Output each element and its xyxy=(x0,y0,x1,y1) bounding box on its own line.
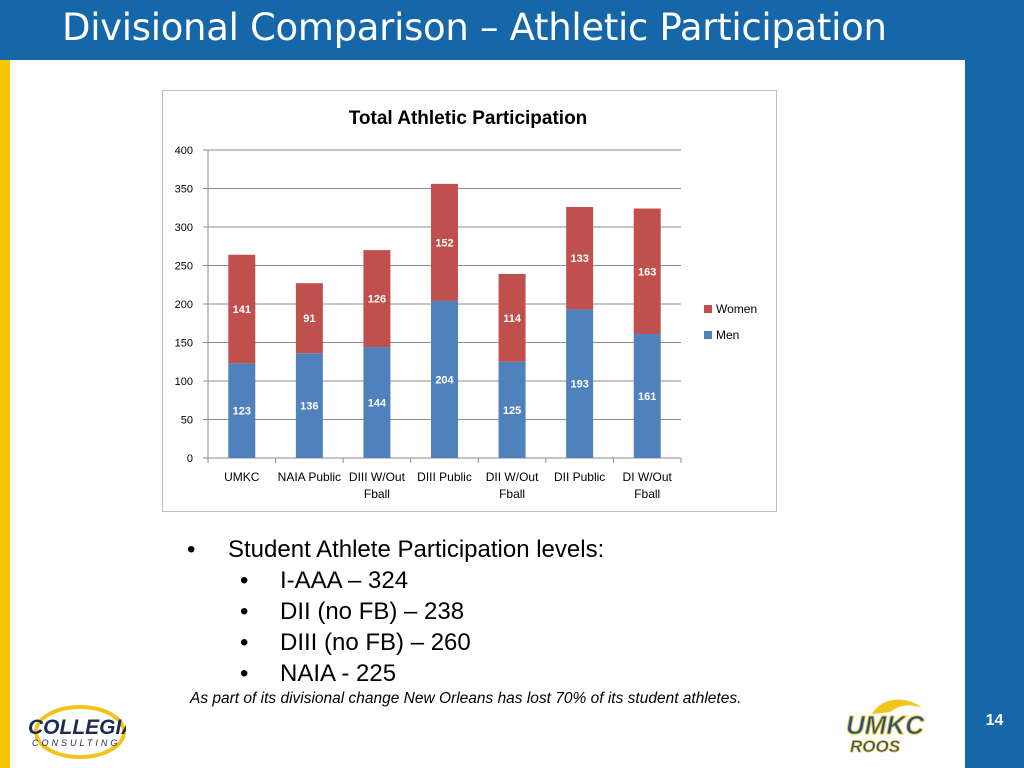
x-tick-label: DIII W/Out xyxy=(349,470,406,484)
data-label-men: 204 xyxy=(435,374,454,386)
x-tick-label: Fball xyxy=(499,487,525,501)
x-tick-label: Fball xyxy=(364,487,390,501)
bullet-item: DIII (no FB) – 260 xyxy=(280,629,471,656)
page-number: 14 xyxy=(985,712,1004,729)
accent-stripe xyxy=(0,0,10,768)
x-tick-label: Fball xyxy=(634,487,660,501)
data-label-women: 141 xyxy=(233,304,251,316)
x-tick-label: DIII Public xyxy=(417,470,472,484)
bullet-dot: • xyxy=(240,567,249,594)
legend-label: Women xyxy=(716,302,757,316)
bullet-dot: • xyxy=(240,598,249,625)
x-tick-label: NAIA Public xyxy=(278,470,341,484)
logo-text-umkc: UMKC xyxy=(846,710,925,740)
data-label-men: 125 xyxy=(503,405,521,417)
logo-text-collegiate: COLLEGIATE xyxy=(28,716,126,739)
kangaroo-icon xyxy=(872,699,922,714)
bullet-item: I-AAA – 324 xyxy=(280,567,409,594)
y-tick-label: 400 xyxy=(175,145,193,157)
bullet-dot: • xyxy=(187,536,196,563)
bar-women xyxy=(498,273,526,362)
bullet-dot: • xyxy=(240,629,249,656)
bar-women xyxy=(431,183,458,301)
chart-title: Total Athletic Participation xyxy=(349,108,588,129)
y-tick-label: 50 xyxy=(181,415,193,427)
bar-women xyxy=(228,254,256,364)
data-label-men: 136 xyxy=(300,401,318,413)
bar-women xyxy=(295,283,323,354)
y-tick-label: 300 xyxy=(175,222,193,234)
y-tick-label: 0 xyxy=(187,453,193,465)
chart-frame xyxy=(162,90,777,512)
data-label-women: 152 xyxy=(435,237,453,249)
bar-women xyxy=(633,208,661,335)
x-tick-label: DII Public xyxy=(554,470,605,484)
x-tick-label: UMKC xyxy=(224,470,260,484)
data-label-women: 133 xyxy=(570,253,588,265)
data-label-women: 126 xyxy=(368,294,386,306)
bar-women xyxy=(363,250,391,348)
y-tick-label: 250 xyxy=(175,261,193,273)
bullet-heading: Student Athlete Participation levels: xyxy=(228,536,605,563)
legend-label: Men xyxy=(716,328,739,342)
data-label-women: 114 xyxy=(503,313,522,325)
y-tick-label: 350 xyxy=(175,184,193,196)
data-label-women: 91 xyxy=(303,313,315,325)
data-label-men: 193 xyxy=(570,379,588,391)
side-bar xyxy=(965,0,1024,768)
x-tick-label: DI W/Out xyxy=(623,470,673,484)
slide-title: Divisional Comparison – Athletic Partici… xyxy=(62,6,887,49)
bullet-item: DII (no FB) – 238 xyxy=(280,598,465,625)
bar-men xyxy=(295,353,323,458)
bar-men xyxy=(228,363,256,458)
bar-men xyxy=(431,300,458,458)
legend-swatch xyxy=(704,331,712,339)
data-label-women: 163 xyxy=(638,266,656,278)
umkc-roos-logo: UMKC ROOS xyxy=(846,699,926,756)
bullet-item: NAIA - 225 xyxy=(280,660,397,687)
data-label-men: 144 xyxy=(368,398,387,410)
logo-text-consulting: CONSULTING xyxy=(32,738,120,748)
y-tick-label: 200 xyxy=(175,299,193,311)
bar-women xyxy=(566,206,594,310)
logo-text-roos: ROOS xyxy=(850,737,901,756)
footnote: As part of its divisional change New Orl… xyxy=(190,690,742,707)
bar-men xyxy=(363,347,391,458)
legend-swatch xyxy=(704,305,712,313)
bar-men xyxy=(633,334,661,458)
bar-men xyxy=(498,361,526,458)
data-label-men: 123 xyxy=(233,406,251,418)
bar-men xyxy=(566,309,594,458)
x-tick-label: DII W/Out xyxy=(486,470,539,484)
y-tick-label: 100 xyxy=(175,376,193,388)
collegiate-consulting-logo: COLLEGIATE CONSULTING xyxy=(28,705,126,759)
title-bar xyxy=(0,0,965,60)
bullet-dot: • xyxy=(240,660,249,687)
data-label-men: 161 xyxy=(638,391,656,403)
stacked-bar-chart: Total Athletic Participation 0 50 100 150 200… xyxy=(175,108,758,501)
y-tick-label: 150 xyxy=(175,338,193,350)
